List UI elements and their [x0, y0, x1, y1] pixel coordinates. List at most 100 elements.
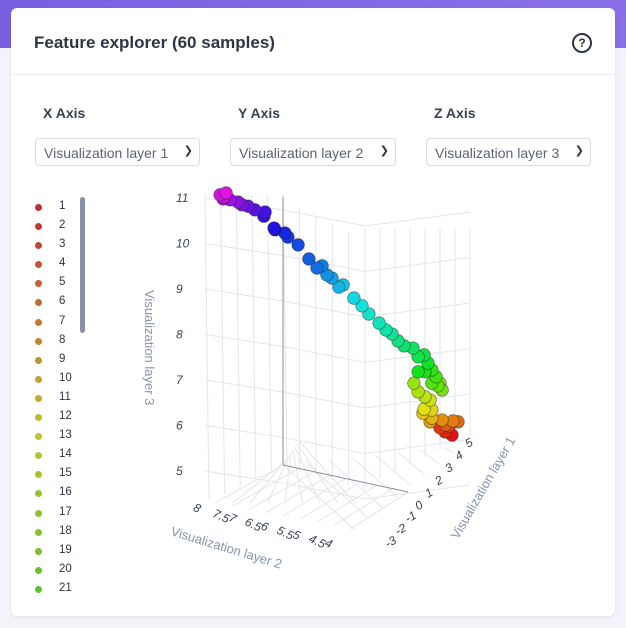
- card-header: Feature explorer (60 samples) ?: [11, 8, 615, 75]
- x-tick-label: 1: [423, 485, 436, 500]
- legend-color-dot: [35, 414, 42, 422]
- x-tick-label: 3: [443, 460, 456, 476]
- grid-line: [204, 288, 284, 302]
- z-tick-label: 6: [176, 419, 183, 433]
- z-tick-label: 11: [176, 191, 188, 205]
- x-tick-label: 5: [463, 435, 476, 451]
- data-point[interactable]: [310, 261, 324, 275]
- grid-line: [282, 346, 366, 363]
- feature-explorer-card: Feature explorer (60 samples) ? X Axis Y…: [11, 8, 615, 616]
- data-point[interactable]: [219, 186, 233, 200]
- z-tick-label: 8: [176, 328, 183, 342]
- legend-color-dot: [35, 318, 42, 326]
- z-tick-label: 9: [176, 282, 183, 296]
- data-point[interactable]: [267, 221, 281, 235]
- legend-label: 17: [59, 505, 72, 518]
- data-point[interactable]: [347, 291, 361, 305]
- legend-label: 4: [59, 257, 66, 270]
- grid-line: [265, 474, 331, 514]
- grid-line: [316, 484, 377, 523]
- grid-line: [214, 464, 284, 504]
- y-tick-label: 5.5: [275, 523, 296, 543]
- z-axis-select-value: Visualization layer 3: [435, 145, 560, 161]
- z-tick-label: 7: [176, 373, 184, 387]
- grid-line: [235, 194, 241, 487]
- legend-color-dot: [35, 299, 42, 307]
- grid-line: [232, 461, 286, 504]
- legend-color-dot: [35, 337, 42, 345]
- data-point[interactable]: [291, 238, 305, 252]
- grid-line: [397, 452, 426, 476]
- x-tick-label: -1: [403, 508, 419, 525]
- x-tick-label: 2: [432, 472, 446, 488]
- data-point[interactable]: [407, 376, 421, 390]
- grid-line: [364, 211, 471, 227]
- x-axis-select[interactable]: Visualization layer 1 ❯: [35, 138, 200, 166]
- grid-line: [364, 393, 471, 409]
- x-tick-label: -2: [393, 520, 410, 538]
- legend-label: 10: [59, 371, 72, 384]
- y-tick-label: 7.5: [211, 506, 232, 526]
- grid-line: [351, 457, 398, 498]
- legend-color-dot: [35, 433, 42, 441]
- grid-line: [305, 462, 370, 520]
- grid-line: [282, 391, 366, 409]
- grid-line: [328, 459, 384, 509]
- data-point[interactable]: [411, 365, 425, 379]
- grid-line: [266, 194, 272, 473]
- legend-color-dot: [35, 223, 42, 231]
- legend-color-dot: [35, 280, 42, 288]
- legend-color-dot: [35, 547, 42, 555]
- z-tick-label: 5: [176, 464, 183, 478]
- data-points: [213, 186, 465, 442]
- grid-line: [420, 449, 440, 465]
- x-tick-label: -3: [383, 533, 400, 551]
- data-point[interactable]: [372, 316, 386, 330]
- legend-label: 7: [59, 314, 66, 327]
- grid-line: [204, 379, 284, 393]
- grid-line: [248, 471, 315, 510]
- z-axis-title: Visualization layer 3: [142, 290, 157, 405]
- data-point[interactable]: [355, 299, 369, 313]
- grid-line: [296, 443, 338, 504]
- x-tick-label: 0: [413, 497, 426, 513]
- grid-line: [204, 470, 284, 484]
- grid-line: [282, 464, 409, 493]
- legend-color-dot: [35, 204, 42, 211]
- legend-label: 3: [59, 238, 66, 251]
- z-axis-select[interactable]: Visualization layer 3 ❯: [426, 138, 591, 166]
- y-axis-select[interactable]: Visualization layer 2 ❯: [230, 138, 396, 166]
- grid-line: [364, 439, 471, 454]
- question-circle-icon[interactable]: ?: [572, 33, 592, 53]
- legend-color-dot: [35, 356, 42, 364]
- grid-line: [282, 464, 356, 531]
- legend-label: 2: [59, 219, 66, 232]
- data-point[interactable]: [302, 252, 316, 266]
- y-axis-title: Visualization layer 2: [169, 524, 284, 572]
- grid-line: [292, 449, 303, 504]
- legend-label: 19: [59, 543, 72, 556]
- x-tick-label: 4: [453, 447, 466, 463]
- grid-line: [299, 481, 362, 520]
- legend-color-dot: [35, 452, 42, 460]
- chevron-down-icon: ❯: [375, 144, 389, 157]
- grid-line: [282, 478, 346, 517]
- z-axis-label: Z Axis: [434, 105, 476, 121]
- legend-color-dot: [35, 394, 42, 402]
- legend-color-dot: [35, 375, 42, 383]
- grid-line: [282, 209, 366, 227]
- y-tick-label: 8: [191, 500, 203, 516]
- grid-line: [364, 484, 471, 500]
- chevron-down-icon: ❯: [570, 144, 584, 157]
- y-axis-label: Y Axis: [238, 105, 281, 121]
- legend-color-dot: [35, 566, 42, 574]
- legend-label: 15: [59, 467, 72, 480]
- legend-label: 16: [59, 486, 72, 499]
- legend-scrollbar[interactable]: [80, 197, 85, 333]
- grid-line: [298, 440, 356, 504]
- legend-label: 6: [59, 295, 66, 308]
- y-tick-label: 6.5: [243, 515, 264, 535]
- data-point[interactable]: [332, 280, 346, 294]
- legend-label: 11: [59, 390, 71, 403]
